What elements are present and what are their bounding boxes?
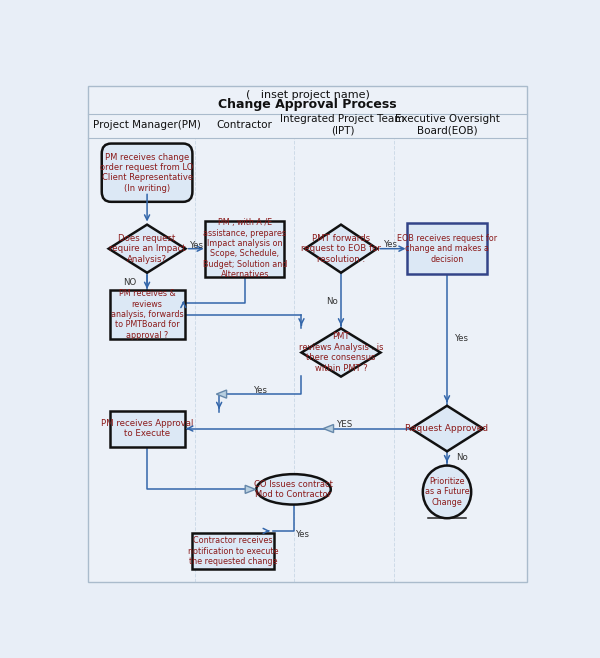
Text: Contractor: Contractor [217, 120, 272, 130]
Polygon shape [245, 486, 256, 494]
Text: Does request
require an Impact
Analysis?: Does request require an Impact Analysis? [109, 234, 185, 264]
Text: Yes: Yes [455, 334, 469, 343]
Polygon shape [301, 328, 380, 376]
Text: YES: YES [337, 420, 353, 429]
Text: PMT forwards
request to EOB for
resolution .: PMT forwards request to EOB for resoluti… [301, 234, 381, 264]
Text: PM receives &
reviews
analysis, forwards
to PMTBoard for
approval ?: PM receives & reviews analysis, forwards… [111, 290, 184, 340]
FancyBboxPatch shape [205, 220, 284, 277]
Text: No: No [456, 453, 468, 463]
Circle shape [423, 466, 471, 519]
Text: Yes: Yes [254, 386, 268, 395]
Text: Yes: Yes [190, 241, 204, 249]
Polygon shape [109, 224, 185, 273]
Text: EOB receives request for
change and makes a
decision: EOB receives request for change and make… [397, 234, 497, 264]
Text: Integrated Project Team
(IPT): Integrated Project Team (IPT) [280, 114, 404, 136]
Ellipse shape [256, 474, 331, 505]
Text: PM receives change
order request from LO
Client Representative
(In writing): PM receives change order request from LO… [100, 153, 194, 193]
Text: Prioritize
as a Future
Change: Prioritize as a Future Change [425, 477, 469, 507]
FancyBboxPatch shape [110, 290, 185, 339]
Polygon shape [323, 424, 334, 432]
Text: Change Approval Process: Change Approval Process [218, 98, 397, 111]
Text: NO: NO [123, 278, 136, 287]
Text: No: No [326, 297, 338, 307]
Polygon shape [411, 406, 483, 451]
FancyBboxPatch shape [110, 411, 185, 447]
Text: PM receives Approval
to Execute: PM receives Approval to Execute [101, 419, 193, 438]
Text: PM , with A /E
assistance, prepares
Impact analysis on
Scope, Schedule,
Budget; : PM , with A /E assistance, prepares Impa… [203, 218, 287, 279]
FancyBboxPatch shape [88, 86, 527, 582]
Text: Executive Oversight
Board(EOB): Executive Oversight Board(EOB) [395, 114, 499, 136]
Text: Yes: Yes [384, 240, 398, 249]
Text: Contractor receives
notification to execute
the requested change: Contractor receives notification to exec… [188, 536, 278, 566]
Text: (   inset project name): ( inset project name) [245, 90, 370, 100]
Text: PMT
reviews Analysis . is
there consensus
within PMT ?: PMT reviews Analysis . is there consensu… [299, 332, 383, 372]
Text: Project Manager(PM): Project Manager(PM) [93, 120, 201, 130]
FancyBboxPatch shape [407, 223, 487, 274]
Text: Request Approved: Request Approved [406, 424, 488, 433]
FancyBboxPatch shape [192, 533, 274, 569]
Text: CO Issues contract
Mod to Contractor: CO Issues contract Mod to Contractor [254, 480, 333, 499]
Polygon shape [305, 224, 377, 273]
Polygon shape [217, 390, 227, 398]
FancyBboxPatch shape [102, 143, 193, 202]
Text: Yes: Yes [296, 530, 310, 540]
